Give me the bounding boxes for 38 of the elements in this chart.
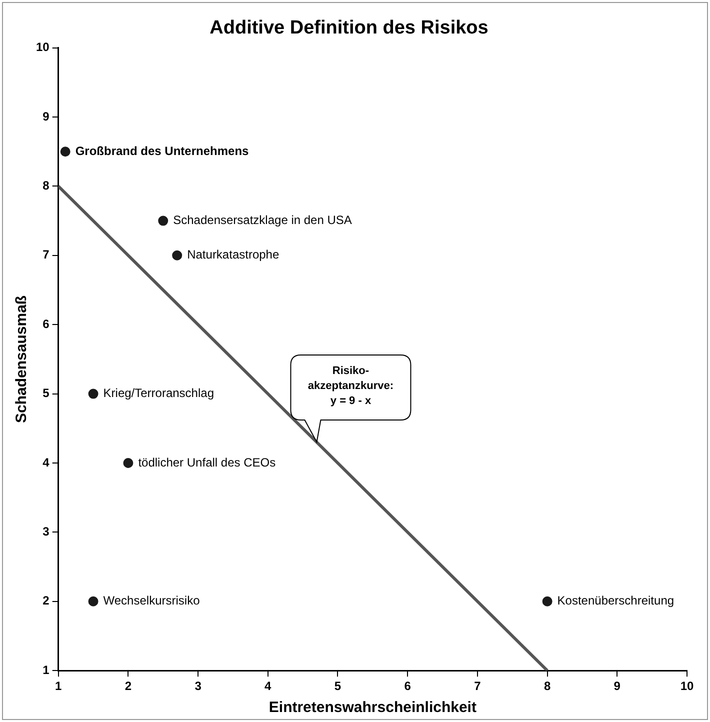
y-tick-label: 3 <box>42 524 50 539</box>
point <box>172 250 182 260</box>
y-axis-title: Schadensausmaß <box>13 295 30 423</box>
x-tick-label: 7 <box>474 679 482 694</box>
annotation: Schadensersatzklage in den USA <box>173 213 352 228</box>
y-tick-label: 8 <box>42 178 50 193</box>
x-tick-label: 10 <box>680 679 694 694</box>
y-tick-label: 2 <box>42 594 50 608</box>
annotation: Kostenüberschreitung <box>557 594 674 608</box>
x-axis-title: Eintretenswahrscheinlichkeit <box>268 699 476 716</box>
y-tick-label: 9 <box>42 109 50 124</box>
x-tick-label: 5 <box>334 679 342 694</box>
point <box>542 596 552 606</box>
annotation: Großbrand des Unternehmens <box>75 144 250 158</box>
y-tick-label: 5 <box>42 386 50 400</box>
x-tick-label: 3 <box>194 679 202 694</box>
y-tick-label: 7 <box>42 248 50 262</box>
y-tick-label: 4 <box>42 455 50 470</box>
y-tick-label: 10 <box>36 40 50 54</box>
annotation: Krieg/Terroranschlag <box>103 386 214 400</box>
x-tick-label: 4 <box>264 679 272 694</box>
x-tick-label: 9 <box>614 679 621 694</box>
y-tick-label: 6 <box>42 316 50 331</box>
x-tick-label: 8 <box>544 679 551 694</box>
y-tick-label: 1 <box>42 662 50 677</box>
x-tick-label: 2 <box>124 679 132 694</box>
point <box>88 596 98 606</box>
point <box>123 458 134 468</box>
x-tick-label: 1 <box>55 679 62 694</box>
x-tick-label: 6 <box>404 679 412 694</box>
annotation: tödlicher Unfall des CEOs <box>138 455 276 470</box>
point <box>158 216 168 226</box>
annotation: Wechselkursrisiko <box>103 594 200 608</box>
point <box>88 388 98 399</box>
annotation: Risiko- akzeptanzkurve: y = 9 - x <box>308 365 394 408</box>
point <box>60 146 70 157</box>
chart-title: Additive Definition des Risikos <box>210 18 488 39</box>
annotation: Naturkatastrophe <box>187 248 280 262</box>
